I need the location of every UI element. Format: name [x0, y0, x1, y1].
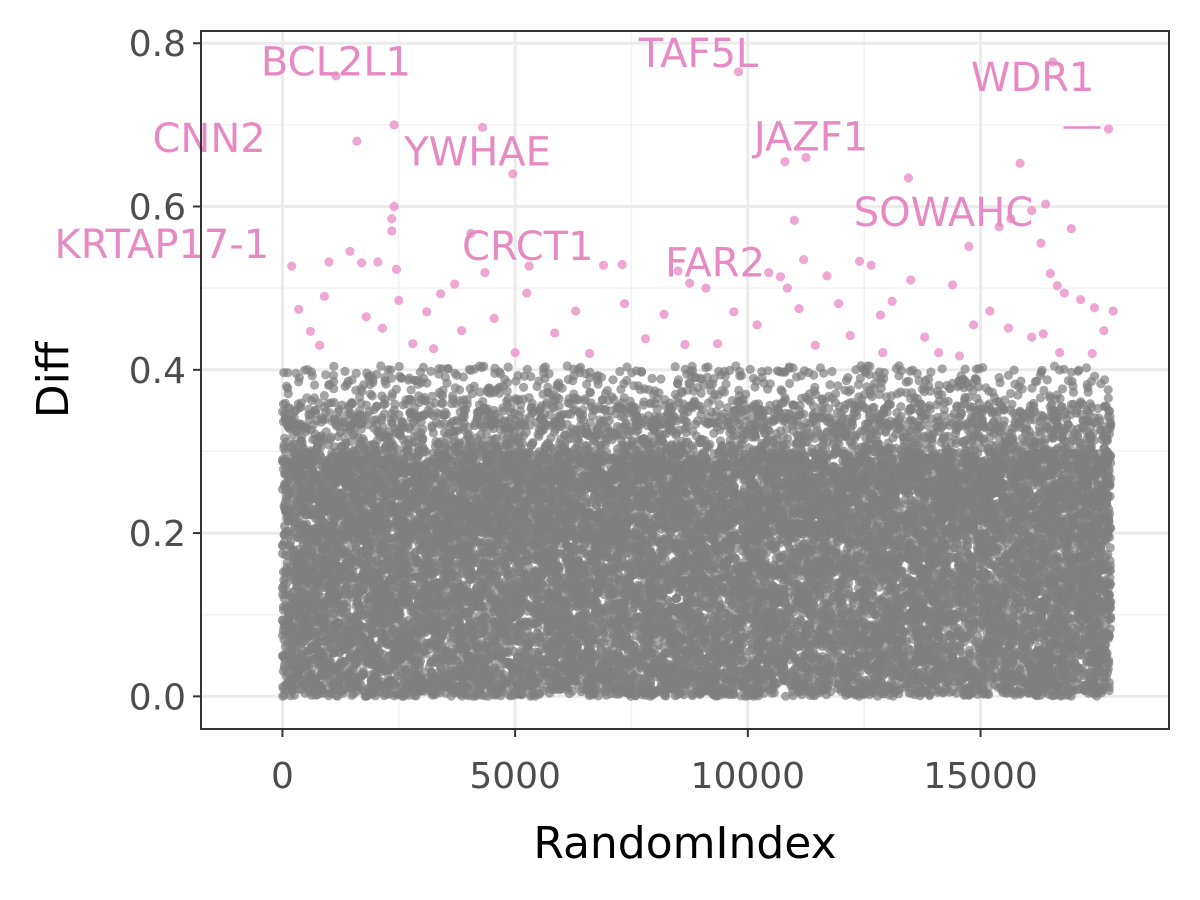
background-point: [825, 380, 835, 390]
background-point: [647, 373, 657, 384]
background-point: [406, 385, 416, 395]
background-point: [394, 361, 404, 372]
background-point: [310, 380, 320, 390]
background-points: [277, 361, 1116, 701]
background-point: [827, 366, 837, 377]
background-point: [937, 364, 947, 374]
